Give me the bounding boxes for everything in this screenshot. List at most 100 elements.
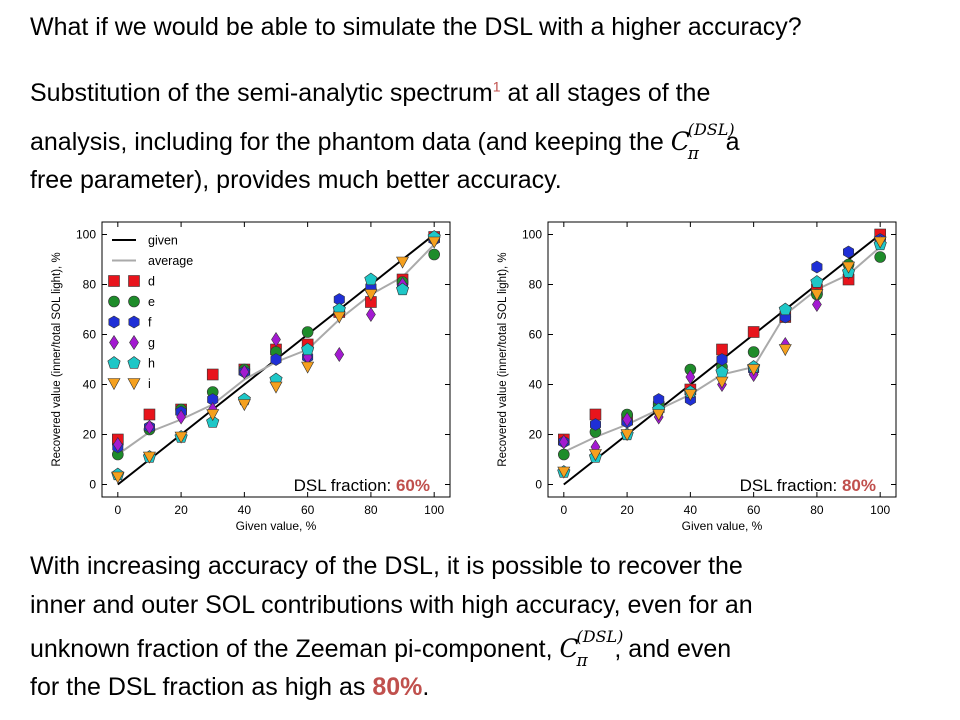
marker-i	[683, 389, 697, 402]
marker-i	[778, 344, 792, 357]
para2-line1: With increasing accuracy of the DSL, it …	[30, 552, 743, 580]
marker-i	[427, 236, 441, 249]
y-tick-label: 60	[529, 328, 543, 342]
c-pi-dsl-symbol: C (DSL) π	[670, 120, 735, 164]
legend-marker-h	[107, 356, 121, 369]
marker-e	[874, 251, 886, 263]
y-tick-label: 100	[522, 228, 542, 242]
marker-e	[558, 448, 570, 461]
x-tick-label: 80	[810, 503, 824, 517]
c-pi-dsl-symbol-2: C (DSL) π	[559, 627, 624, 671]
chart-dsl-80: 0 20 40 60 80 100 0 20 40 60 80 100 Given value, % Re…	[497, 221, 897, 533]
para1-text-a: Substitution of the semi-analytic spectr…	[30, 79, 493, 107]
legend-marker-i	[127, 378, 141, 391]
para1-line2: analysis, including for the phantom data…	[30, 120, 740, 164]
x-tick-label: 20	[620, 503, 634, 517]
marker-i	[301, 361, 315, 374]
marker-h	[301, 342, 315, 356]
marker-i	[873, 236, 887, 249]
x-axis-label: Given value, %	[236, 519, 317, 533]
para1-text-c: analysis, including for the phantom data…	[30, 128, 671, 156]
marker-i	[269, 381, 283, 394]
para2-line3: unknown fraction of the Zeeman pi-compon…	[30, 627, 732, 671]
marker-e	[428, 248, 440, 261]
legend-label-i: i	[148, 377, 151, 391]
para1-line3: free parameter), provides much better ac…	[30, 166, 562, 194]
marker-f	[589, 418, 602, 431]
legend-marker-g	[129, 334, 139, 351]
marker-f	[811, 260, 823, 274]
marker-i	[810, 289, 824, 302]
marker-g	[685, 369, 696, 385]
y-tick-label: 60	[83, 328, 97, 342]
x-tick-label: 40	[238, 503, 252, 517]
x-tick-label: 60	[747, 503, 761, 517]
y-tick-label: 0	[89, 478, 96, 492]
para2-text-c: for the DSL fraction as high as	[30, 673, 373, 701]
x-tick-label: 0	[114, 503, 121, 517]
legend-marker-f	[108, 315, 120, 329]
marker-i	[396, 256, 410, 269]
marker-f	[716, 353, 728, 366]
legend-label-given: given	[148, 234, 178, 248]
marker-i	[206, 409, 220, 422]
legend-marker-i	[107, 378, 121, 391]
y-tick-label: 20	[529, 428, 543, 442]
dsl-fraction-label: DSL fraction:	[740, 476, 842, 495]
y-tick-label: 40	[529, 378, 543, 392]
para1-line1: Substitution of the semi-analytic spectr…	[30, 78, 710, 108]
y-tick-label: 20	[83, 428, 97, 442]
x-axis-label: Given value, %	[682, 519, 763, 533]
marker-i	[715, 376, 729, 389]
para2-text-d: .	[422, 673, 430, 701]
marker-h	[396, 282, 410, 296]
y-tick-label: 100	[76, 228, 96, 242]
legend-label-h: h	[148, 357, 155, 371]
marker-i	[557, 466, 571, 479]
x-tick-label: 20	[174, 503, 188, 517]
y-tick-label: 0	[535, 478, 542, 492]
marker-d	[143, 408, 156, 421]
legend-marker-d	[128, 275, 140, 287]
dsl-fraction-annotation: DSL fraction: 80%	[740, 476, 876, 495]
y-tick-label: 80	[83, 278, 97, 292]
marker-g	[366, 306, 376, 323]
marker-g	[176, 409, 186, 425]
x-tick-label: 40	[684, 503, 698, 517]
x-tick-label: 60	[301, 503, 315, 517]
x-tick-label: 100	[424, 503, 444, 517]
marker-f	[270, 353, 282, 366]
marker-i	[588, 449, 602, 462]
marker-g	[334, 346, 345, 363]
legend-marker-e	[108, 295, 120, 308]
marker-d	[747, 326, 760, 338]
legend-label-d: d	[148, 275, 155, 289]
heading: What if we would be able to simulate the…	[30, 13, 802, 41]
marker-d	[206, 368, 219, 381]
marker-h	[810, 275, 824, 288]
y-tick-label: 40	[83, 378, 97, 392]
marker-i	[174, 431, 188, 444]
legend-marker-f	[128, 315, 140, 329]
y-axis-label: Recovered value (inner/total SOL light),…	[51, 252, 63, 466]
para2-line4: for the DSL fraction as high as 80%.	[30, 672, 429, 702]
marker-i	[237, 399, 251, 412]
dsl-fraction-annotation: DSL fraction: 60%	[294, 476, 430, 495]
dsl-fraction-highlight: 80%	[372, 673, 423, 701]
x-tick-label: 80	[364, 503, 378, 517]
marker-i	[142, 451, 156, 464]
y-axis-label: Recovered value (inner/total SOL light),…	[497, 252, 509, 466]
marker-e	[301, 326, 314, 338]
marker-f	[842, 245, 855, 259]
chart-dsl-60: 0 20 40 60 80 100 0 20 40 60 80 100 Given value, % Re…	[51, 221, 451, 533]
legend-marker-h	[127, 356, 141, 369]
marker-i	[111, 471, 125, 484]
marker-i	[332, 311, 346, 324]
y-tick-label: 80	[529, 278, 543, 292]
marker-h	[778, 302, 792, 316]
marker-i	[842, 261, 856, 274]
para2-text-b: , and even	[607, 635, 732, 663]
marker-g	[812, 296, 822, 313]
para2-line2: inner and outer SOL contributions with h…	[30, 591, 753, 619]
marker-i	[652, 409, 666, 422]
